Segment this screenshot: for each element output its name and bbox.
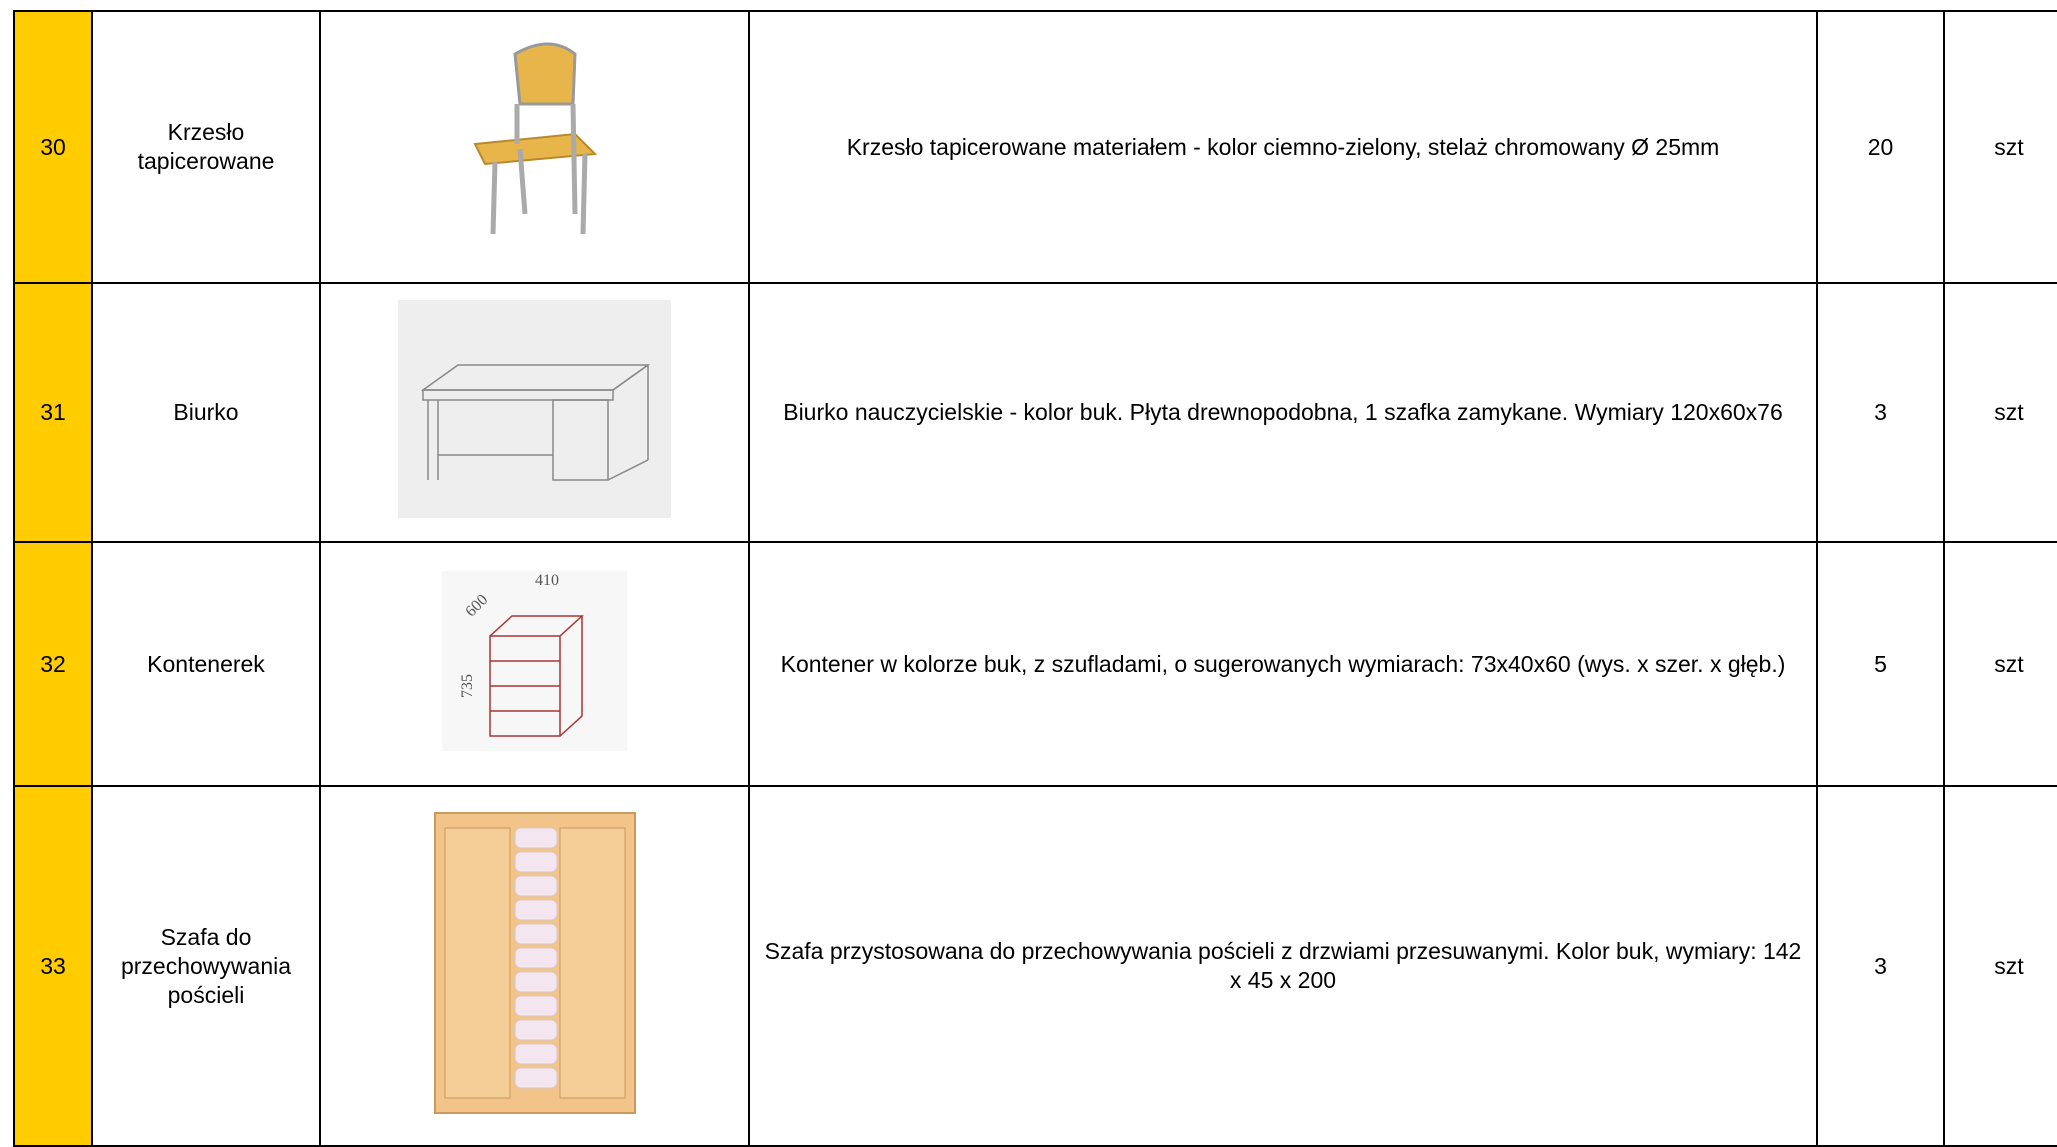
- dimension-label: 735: [459, 674, 476, 698]
- row-number: 30: [13, 10, 93, 284]
- item-unit: szt: [1943, 10, 2057, 284]
- dimension-label: 410: [535, 572, 559, 589]
- item-quantity: 3: [1816, 785, 1945, 1147]
- item-image: [319, 282, 750, 543]
- table-row: 32 Kontenerek 410 600 735 Kontener w kolor…: [13, 541, 2057, 787]
- table-row: 33 Szafa do przechowywania pościeli Szafa…: [13, 785, 2057, 1147]
- row-number: 31: [13, 282, 93, 543]
- item-name: Krzesło tapicerowane: [91, 10, 321, 284]
- item-unit: szt: [1943, 541, 2057, 787]
- item-unit: szt: [1943, 785, 2057, 1147]
- table-wrap: 30 Krzesło tapicerowane Krzesło tapicerow…: [13, 10, 2057, 1147]
- cabinet-image: 410 600 735: [442, 570, 627, 751]
- item-description: Krzesło tapicerowane materiałem - kolor …: [748, 10, 1818, 284]
- chair-image: [472, 42, 597, 234]
- item-description: Kontener w kolorze buk, z szufladami, o …: [748, 541, 1818, 787]
- item-image: [319, 785, 750, 1147]
- item-image: 410 600 735: [319, 541, 750, 787]
- table-row: 30 Krzesło tapicerowane Krzesło tapicerow…: [13, 10, 2057, 284]
- furniture-table: 30 Krzesło tapicerowane Krzesło tapicerow…: [13, 10, 2057, 1147]
- wardrobe-image: [433, 811, 636, 1114]
- row-number: 33: [13, 785, 93, 1147]
- item-description: Szafa przystosowana do przechowywania po…: [748, 785, 1818, 1147]
- item-name: Szafa do przechowywania pościeli: [91, 785, 321, 1147]
- item-quantity: 5: [1816, 541, 1945, 787]
- table-body: 30 Krzesło tapicerowane Krzesło tapicerow…: [13, 10, 2057, 1147]
- desk-image: [398, 300, 671, 518]
- item-quantity: 20: [1816, 10, 1945, 284]
- row-number: 32: [13, 541, 93, 787]
- item-name: Biurko: [91, 282, 321, 543]
- item-quantity: 3: [1816, 282, 1945, 543]
- table-row: 31 Biurko Biurko nauczycielskie - kolor b…: [13, 282, 2057, 543]
- item-unit: szt: [1943, 282, 2057, 543]
- item-description: Biurko nauczycielskie - kolor buk. Płyta…: [748, 282, 1818, 543]
- item-image: [319, 10, 750, 284]
- item-name: Kontenerek: [91, 541, 321, 787]
